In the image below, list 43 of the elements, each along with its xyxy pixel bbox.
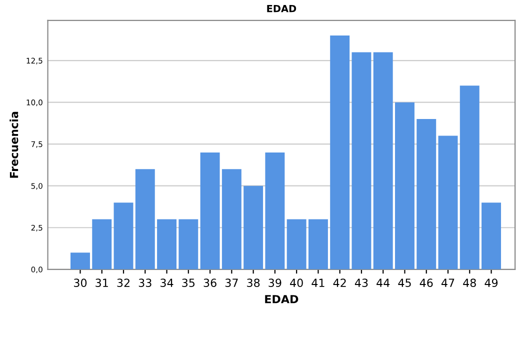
bar bbox=[416, 119, 436, 270]
bar bbox=[308, 219, 328, 270]
bar bbox=[222, 169, 242, 270]
x-axis-title: EDAD bbox=[265, 295, 298, 304]
x-tick-label: 43 bbox=[354, 278, 368, 288]
x-tick-label: 35 bbox=[182, 278, 195, 288]
bar bbox=[244, 186, 264, 270]
bar bbox=[265, 152, 285, 270]
x-tick-label: 36 bbox=[204, 278, 216, 288]
x-tick-label: 48 bbox=[463, 278, 476, 288]
x-tick-label: 31 bbox=[96, 278, 108, 288]
bar bbox=[135, 169, 155, 270]
bar bbox=[482, 202, 502, 270]
x-tick-label: 44 bbox=[376, 278, 390, 287]
bar bbox=[352, 52, 372, 270]
bar bbox=[460, 86, 480, 270]
bar bbox=[178, 219, 198, 270]
bar bbox=[114, 202, 134, 270]
x-tick-label: 37 bbox=[225, 278, 238, 288]
x-tick-label: 39 bbox=[268, 278, 282, 288]
bar bbox=[92, 219, 112, 270]
bar bbox=[200, 152, 220, 270]
bar bbox=[438, 136, 458, 270]
x-tick-label: 32 bbox=[117, 278, 130, 288]
x-tick-label: 33 bbox=[138, 278, 152, 288]
x-tick-label: 42 bbox=[333, 278, 346, 287]
x-tick-label: 40 bbox=[290, 278, 303, 288]
x-tick-label: 46 bbox=[420, 278, 433, 288]
x-tick-label: 47 bbox=[441, 278, 454, 287]
x-tick-label: 34 bbox=[160, 278, 174, 288]
x-tick-label: 45 bbox=[398, 278, 411, 288]
chart-title: EDAD bbox=[267, 5, 296, 12]
x-tick-label: 38 bbox=[247, 278, 260, 288]
bar bbox=[286, 219, 306, 270]
x-tick-label: 41 bbox=[312, 278, 324, 287]
y-axis-title: Frecuencia bbox=[10, 112, 18, 178]
bar bbox=[373, 52, 393, 270]
bar bbox=[330, 35, 350, 270]
bar bbox=[395, 102, 414, 270]
bar bbox=[70, 252, 90, 270]
x-tick-label: 30 bbox=[74, 278, 87, 288]
x-tick-label: 49 bbox=[484, 278, 498, 288]
bar bbox=[157, 219, 177, 270]
